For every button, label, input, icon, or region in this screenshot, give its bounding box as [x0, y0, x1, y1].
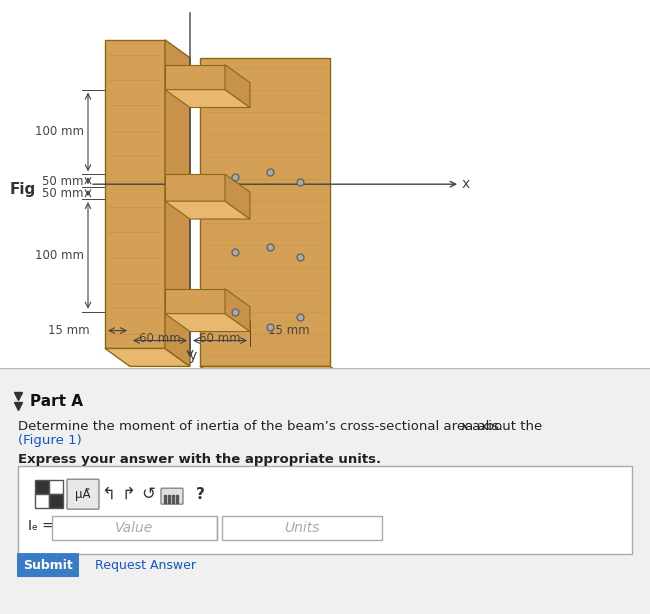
- Text: 100 mm: 100 mm: [35, 249, 84, 262]
- Polygon shape: [200, 367, 355, 384]
- Text: 100 mm: 100 mm: [35, 125, 84, 138]
- Polygon shape: [105, 40, 165, 349]
- Text: ?: ?: [196, 487, 205, 502]
- Text: Determine the moment of inertia of the beam’s cross-sectional area about the: Determine the moment of inertia of the b…: [18, 420, 547, 433]
- Text: Submit: Submit: [23, 559, 73, 572]
- FancyBboxPatch shape: [49, 494, 63, 508]
- Text: 60 mm: 60 mm: [139, 333, 181, 346]
- FancyBboxPatch shape: [17, 553, 79, 577]
- Polygon shape: [225, 289, 250, 332]
- FancyBboxPatch shape: [52, 516, 217, 540]
- Polygon shape: [225, 174, 250, 219]
- FancyBboxPatch shape: [35, 480, 49, 494]
- FancyBboxPatch shape: [67, 479, 99, 509]
- FancyBboxPatch shape: [49, 480, 63, 494]
- Polygon shape: [165, 201, 250, 219]
- Polygon shape: [165, 289, 225, 314]
- Text: Iₑ =: Iₑ =: [28, 519, 54, 533]
- Text: axis.: axis.: [468, 420, 503, 433]
- Polygon shape: [165, 40, 190, 367]
- Text: x: x: [462, 177, 470, 191]
- Text: 15 mm: 15 mm: [172, 67, 209, 77]
- Polygon shape: [165, 314, 250, 332]
- Text: Fig: Fig: [10, 182, 36, 196]
- FancyBboxPatch shape: [161, 488, 183, 504]
- Text: Units: Units: [284, 521, 320, 535]
- Text: y: y: [189, 349, 197, 363]
- Text: Request Answer: Request Answer: [95, 559, 196, 572]
- Text: 50 mm: 50 mm: [42, 175, 84, 188]
- Text: x: x: [460, 420, 468, 433]
- FancyBboxPatch shape: [18, 466, 632, 554]
- Polygon shape: [105, 349, 190, 367]
- Text: Express your answer with the appropriate units.: Express your answer with the appropriate…: [18, 453, 381, 466]
- Text: Value: Value: [115, 521, 153, 535]
- Polygon shape: [200, 58, 330, 367]
- Polygon shape: [165, 90, 250, 107]
- FancyBboxPatch shape: [35, 494, 49, 508]
- Text: 50 mm: 50 mm: [42, 187, 84, 200]
- Text: 15 mm: 15 mm: [48, 324, 90, 337]
- Text: 60 mm: 60 mm: [199, 333, 240, 346]
- Text: (Figure 1): (Figure 1): [18, 433, 82, 447]
- Text: μÃ: μÃ: [75, 488, 91, 500]
- Text: 15 mm: 15 mm: [268, 324, 309, 337]
- FancyBboxPatch shape: [222, 516, 382, 540]
- Text: ↱: ↱: [121, 485, 135, 503]
- Text: 15 mm: 15 mm: [172, 298, 209, 309]
- Text: Part A: Part A: [30, 394, 83, 409]
- Polygon shape: [225, 64, 250, 107]
- Polygon shape: [165, 64, 225, 90]
- Polygon shape: [165, 174, 225, 201]
- Text: ↰: ↰: [101, 485, 115, 503]
- Text: ↺: ↺: [141, 485, 155, 503]
- FancyBboxPatch shape: [0, 0, 650, 368]
